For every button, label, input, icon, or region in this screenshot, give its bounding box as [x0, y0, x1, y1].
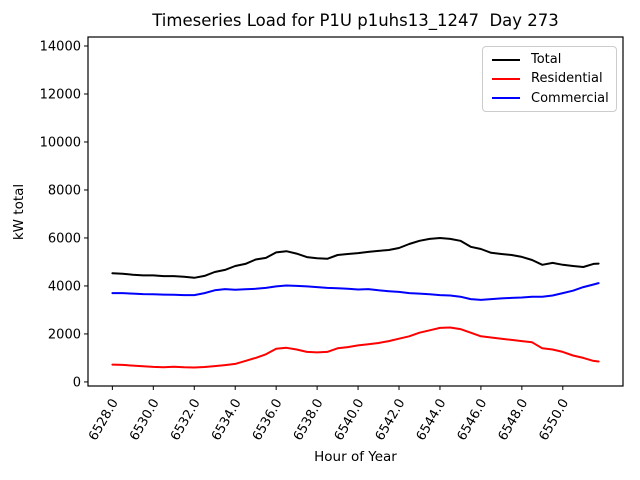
- chart-title: Timeseries Load for P1U p1uhs13_1247 Day…: [152, 11, 559, 30]
- legend-item-total: Total: [492, 53, 610, 66]
- series-line-commercial: [111, 282, 600, 301]
- x-tick-label: 6546.0: [455, 397, 491, 444]
- y-tick-label: 2000: [48, 327, 81, 342]
- y-tick-label: 4000: [48, 279, 81, 294]
- legend-swatch-residential-line: [492, 77, 520, 80]
- series-line-total: [111, 237, 600, 279]
- x-tick-label: 6542.0: [373, 397, 409, 444]
- legend-label-commercial: Commercial: [531, 90, 609, 106]
- legend-label-total: Total: [531, 52, 562, 68]
- y-tick-label: 0: [73, 375, 81, 390]
- x-tick-label: 6550.0: [537, 397, 573, 444]
- x-tick-label: 6532.0: [168, 397, 204, 444]
- y-axis-label: kW total: [11, 183, 27, 241]
- x-tick-label: 6534.0: [209, 397, 245, 444]
- legend-swatch-commercial-line: [492, 97, 520, 100]
- legend-swatch-total-line: [492, 58, 520, 61]
- y-tick-label: 14000: [40, 39, 81, 54]
- x-tick-label: 6538.0: [291, 397, 327, 444]
- x-tick-label: 6536.0: [250, 397, 286, 444]
- y-tick-label: 10000: [40, 135, 81, 150]
- axes-frame: [87, 36, 624, 387]
- y-tick-label: 8000: [48, 183, 81, 198]
- x-tick-label: 6548.0: [496, 397, 532, 444]
- x-tick-label: 6530.0: [127, 397, 163, 444]
- x-tick-label: 6540.0: [332, 397, 368, 444]
- x-tick-label: 6528.0: [86, 397, 122, 444]
- legend-item-commercial: Commercial: [492, 92, 610, 105]
- x-axis-label: Hour of Year: [314, 449, 397, 465]
- legend: Total Residential Commercial: [482, 46, 617, 112]
- series-line-residential: [111, 326, 600, 369]
- y-tick-label: 6000: [48, 231, 81, 246]
- x-tick-label: 6544.0: [414, 397, 450, 444]
- legend-label-residential: Residential: [531, 71, 603, 87]
- legend-item-residential: Residential: [492, 72, 610, 85]
- y-tick-label: 12000: [40, 87, 81, 102]
